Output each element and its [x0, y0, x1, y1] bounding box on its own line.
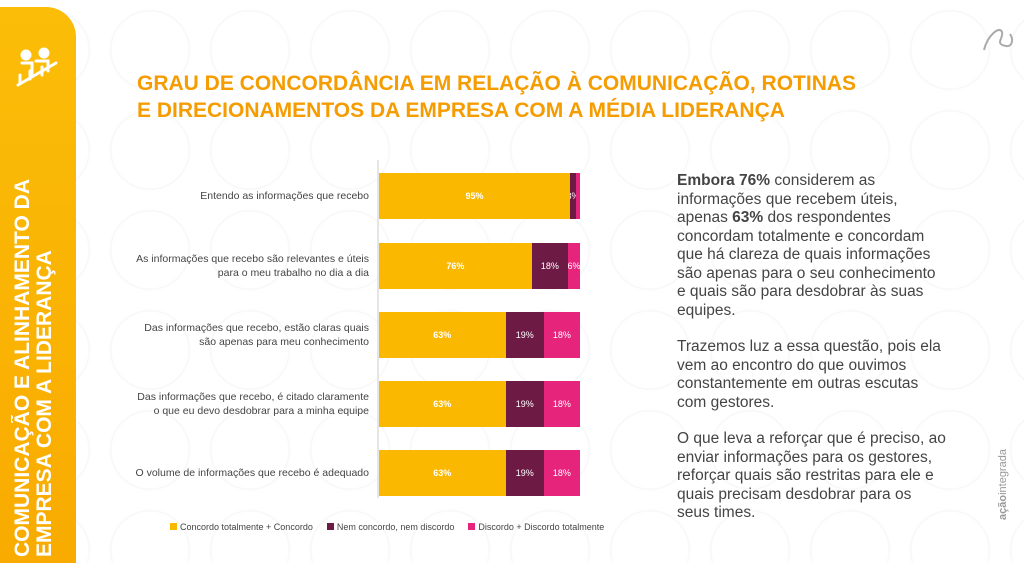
data-label: 63% [433, 330, 452, 340]
data-label: 18% [552, 468, 571, 478]
sidebar-title: COMUNICAÇÃO E ALINHAMENTO DA EMPRESA COM… [11, 179, 56, 557]
data-label: 63% [433, 399, 452, 409]
commentary: Embora 76% considerem as informações que… [677, 172, 947, 541]
category-label: As informações que recebo são relevantes… [136, 253, 369, 279]
brand-logo-icon [983, 29, 1014, 51]
bar-segment-3: 18% [543, 450, 580, 496]
commentary-p2: Trazemos luz a essa questão, pois ela ve… [677, 338, 941, 411]
data-label: 95% [465, 191, 484, 201]
bar-segment-2: 3% [569, 173, 576, 219]
y-axis-line [377, 160, 379, 498]
category-label: Entendo as informações que recebo [200, 190, 369, 202]
bar-segment-2: 19% [505, 381, 544, 427]
bar-segment-1: 76% [379, 243, 532, 289]
chart-title: GRAU DE CONCORDÂNCIA EM RELAÇÃO À COMUNI… [137, 72, 857, 122]
bar-segment-1: 95% [379, 173, 570, 219]
bar-segment-1: 63% [379, 450, 506, 496]
data-label: 19% [515, 330, 534, 340]
data-label: 18% [552, 330, 571, 340]
legend-item: Nem concordo, nem discordo [326, 522, 455, 532]
category-label: O volume de informações que recebo é ade… [135, 467, 370, 479]
bar-segment-3: 18% [543, 312, 580, 358]
bar-segment-3 [575, 173, 580, 219]
data-label: 19% [515, 468, 534, 478]
legend-swatch [326, 523, 334, 530]
sidebar: COMUNICAÇÃO E ALINHAMENTO DA EMPRESA COM… [0, 7, 76, 563]
legend-swatch [170, 523, 177, 530]
legend-item: Discordo + Discordo totalmente [468, 522, 604, 532]
legend-item: Concordo totalmente + Concordo [170, 522, 313, 532]
bar-segment-2: 19% [505, 450, 544, 496]
sidebar-title-line2: EMPRESA COM A LIDERANÇA [33, 250, 56, 557]
bar-segment-1: 63% [379, 312, 506, 358]
bar-segment-2: 19% [505, 312, 544, 358]
bar-segment-2: 18% [531, 243, 568, 289]
category-label: Das informações que recebo, estão claras… [144, 322, 369, 348]
category-label: Das informações que recebo, é citado cla… [137, 391, 369, 417]
data-label: 76% [446, 261, 465, 271]
legend-swatch [468, 523, 476, 530]
data-label: 18% [540, 261, 559, 271]
legend: Concordo totalmente + Concordo Nem concor… [170, 522, 604, 532]
bar-segment-3: 18% [543, 381, 580, 427]
people-climbing-icon [16, 47, 58, 87]
sidebar-title-line1: COMUNICAÇÃO E ALINHAMENTO DA [11, 179, 34, 557]
commentary-p3: O que leva a reforçar que é preciso, ao … [677, 430, 946, 521]
brand-wordmark: açãointegrada [997, 449, 1009, 520]
legend-label: Concordo totalmente + Concordo [180, 522, 313, 532]
legend-label: Nem concordo, nem discordo [336, 522, 455, 532]
data-label: 3% [570, 191, 576, 201]
bar-segment-3: 6% [567, 243, 580, 289]
data-label: 18% [552, 399, 571, 409]
data-label: 6% [567, 261, 580, 271]
bar-segment-1: 63% [379, 381, 506, 427]
data-label: 19% [515, 399, 534, 409]
legend-label: Discordo + Discordo totalmente [478, 522, 605, 532]
data-label: 63% [433, 468, 452, 478]
commentary-p1: Embora 76% considerem as informações que… [677, 172, 936, 319]
